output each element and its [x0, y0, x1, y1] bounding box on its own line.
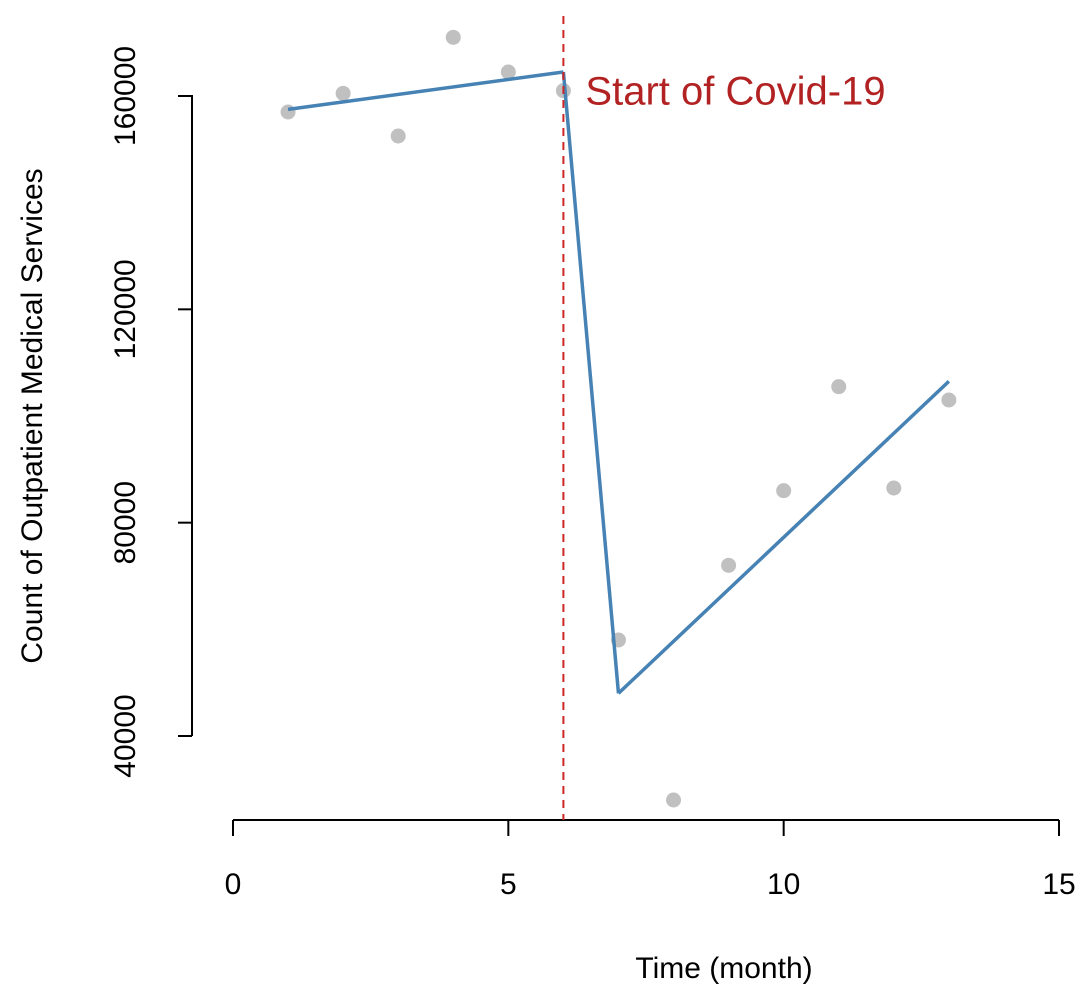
data-point-4: [446, 30, 461, 45]
x-tick-label-3: 15: [1042, 868, 1075, 901]
fit-line-2: [563, 72, 618, 693]
data-point-8: [666, 793, 681, 808]
annotation-0: Start of Covid-19: [585, 70, 885, 114]
y-tick-label-3: 160000: [109, 46, 142, 146]
data-point-13: [941, 393, 956, 408]
data-point-11: [831, 379, 846, 394]
data-point-10: [776, 483, 791, 498]
x-tick-label-1: 5: [500, 868, 517, 901]
y-tick-label-1: 80000: [109, 481, 142, 564]
y-axis-label: Count of Outpatient Medical Services: [16, 168, 49, 663]
fit-line-1: [288, 72, 563, 109]
x-axis-ticks: 0 5 10 15: [225, 820, 1076, 901]
data-point-9: [721, 558, 736, 573]
data-point-12: [886, 481, 901, 496]
x-tick-label-0: 0: [225, 868, 242, 901]
x-tick-label-2: 10: [767, 868, 800, 901]
fit-line-3: [618, 381, 948, 693]
annotations: Start of Covid-19: [585, 70, 885, 114]
y-tick-label-2: 120000: [109, 259, 142, 359]
data-point-3: [391, 129, 406, 144]
data-point-2: [336, 86, 351, 101]
y-tick-label-0: 40000: [109, 694, 142, 777]
fit-lines: [288, 72, 949, 693]
data-point-1: [281, 105, 296, 120]
y-axis-ticks: 40000 80000 120000 160000: [109, 46, 192, 778]
x-axis-label: Time (month): [635, 952, 812, 984]
